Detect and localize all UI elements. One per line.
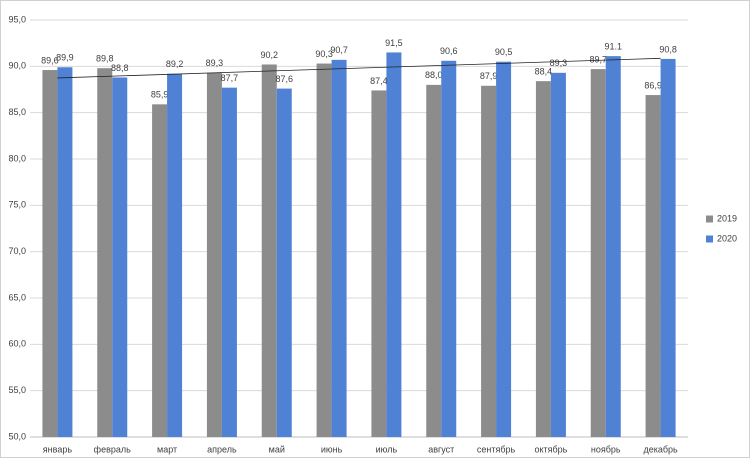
x-tick-label: ноябрь	[591, 444, 621, 454]
value-label: 89,7	[589, 54, 607, 64]
trendline	[57, 57, 661, 79]
y-tick-label: 80,0	[8, 153, 26, 163]
x-tick-label: сентябрь	[477, 444, 516, 454]
value-label: 88,8	[111, 63, 129, 73]
value-label: 91,5	[385, 38, 403, 48]
value-label: 89,3	[206, 58, 224, 68]
bar	[221, 87, 237, 437]
legend-swatch	[706, 235, 713, 243]
x-tick-label: октябрь	[534, 444, 567, 454]
y-tick-label: 95,0	[8, 14, 26, 24]
bar	[167, 73, 183, 437]
bar	[550, 72, 566, 437]
value-label: 90,3	[315, 49, 333, 59]
value-label: 89,9	[56, 53, 74, 63]
value-label: 89,6	[41, 55, 59, 65]
bar	[261, 64, 277, 437]
value-label: 90,6	[440, 46, 458, 56]
value-label: 89,3	[550, 58, 568, 68]
bar	[316, 63, 332, 437]
value-label: 90,7	[330, 45, 348, 55]
x-tick-label: июнь	[321, 444, 343, 454]
y-tick-label: 60,0	[8, 339, 26, 349]
x-tick-label: август	[428, 444, 454, 454]
bar	[590, 69, 606, 437]
legend-swatch	[706, 215, 713, 223]
bar	[481, 85, 497, 437]
value-label: 91.1	[604, 42, 622, 52]
value-label: 87,7	[221, 73, 239, 83]
value-label: 90,8	[659, 44, 677, 54]
bar	[57, 67, 73, 437]
x-tick-label: февраль	[94, 444, 131, 454]
bar	[386, 52, 402, 437]
bar	[426, 84, 442, 437]
legend-label: 2020	[717, 233, 737, 243]
bar	[645, 95, 661, 437]
y-tick-label: 85,0	[8, 107, 26, 117]
bar	[331, 59, 347, 437]
bar	[112, 77, 128, 437]
value-label: 90,5	[495, 47, 513, 57]
bar	[605, 56, 621, 437]
bar	[42, 70, 58, 437]
legend-label: 2019	[717, 213, 737, 223]
bar	[276, 88, 292, 437]
x-tick-label: май	[269, 444, 285, 454]
value-label: 88,0	[425, 70, 443, 80]
y-tick-label: 90,0	[8, 61, 26, 71]
value-label: 85,9	[151, 90, 169, 100]
value-label: 88,4	[535, 67, 553, 77]
x-tick-label: декабрь	[643, 444, 678, 454]
y-tick-label: 70,0	[8, 246, 26, 256]
y-tick-label: 65,0	[8, 292, 26, 302]
value-label: 90,2	[260, 50, 278, 60]
bar	[152, 104, 168, 438]
value-label: 89,2	[166, 59, 184, 69]
value-label: 89,8	[96, 54, 114, 64]
bar	[535, 81, 551, 437]
value-label: 87,4	[370, 76, 388, 86]
value-label: 86,9	[644, 80, 662, 90]
y-tick-label: 75,0	[8, 200, 26, 210]
value-label: 87,6	[275, 74, 293, 84]
x-tick-label: июль	[376, 444, 398, 454]
bar	[441, 60, 457, 437]
y-tick-label: 50,0	[8, 431, 26, 441]
x-tick-label: январь	[43, 444, 73, 454]
x-tick-label: март	[157, 444, 177, 454]
bar	[496, 61, 512, 437]
bar	[97, 68, 113, 437]
value-label: 87,9	[480, 71, 498, 81]
bar	[660, 58, 676, 438]
x-tick-label: апрель	[207, 444, 237, 454]
bar	[206, 72, 222, 437]
y-tick-label: 55,0	[8, 385, 26, 395]
bar	[371, 90, 387, 437]
